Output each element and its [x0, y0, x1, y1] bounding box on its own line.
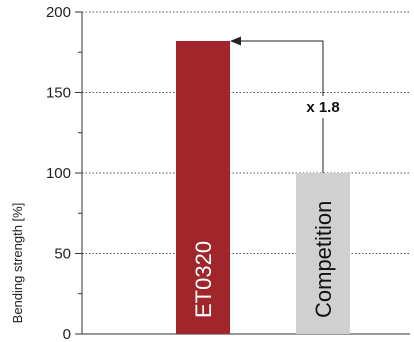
annotation-label: x 1.8: [306, 99, 339, 116]
y-axis-title: Bending strength [%]: [10, 203, 25, 324]
bars: ET0320 Competition: [176, 40, 350, 334]
ratio-annotation: x 1.8: [230, 36, 346, 173]
bar-label-competition: Competition: [311, 201, 336, 318]
bar-competition: [296, 173, 350, 334]
annotation-connector: [240, 40, 324, 173]
y-tick-label-50: 50: [54, 246, 71, 263]
y-tick-label-150: 150: [46, 85, 71, 102]
annotation-arrowhead: [230, 36, 241, 46]
grid-lines: [82, 11, 410, 254]
y-tick-label-0: 0: [63, 326, 71, 342]
y-axis: 0 50 100 150 200: [46, 4, 410, 342]
bar-et0320: [176, 40, 230, 334]
annotation-label-background: [300, 95, 346, 118]
y-tick-label-100: 100: [46, 165, 71, 182]
bar-label-et0320: ET0320: [191, 241, 216, 318]
y-tick-label-200: 200: [46, 4, 71, 21]
